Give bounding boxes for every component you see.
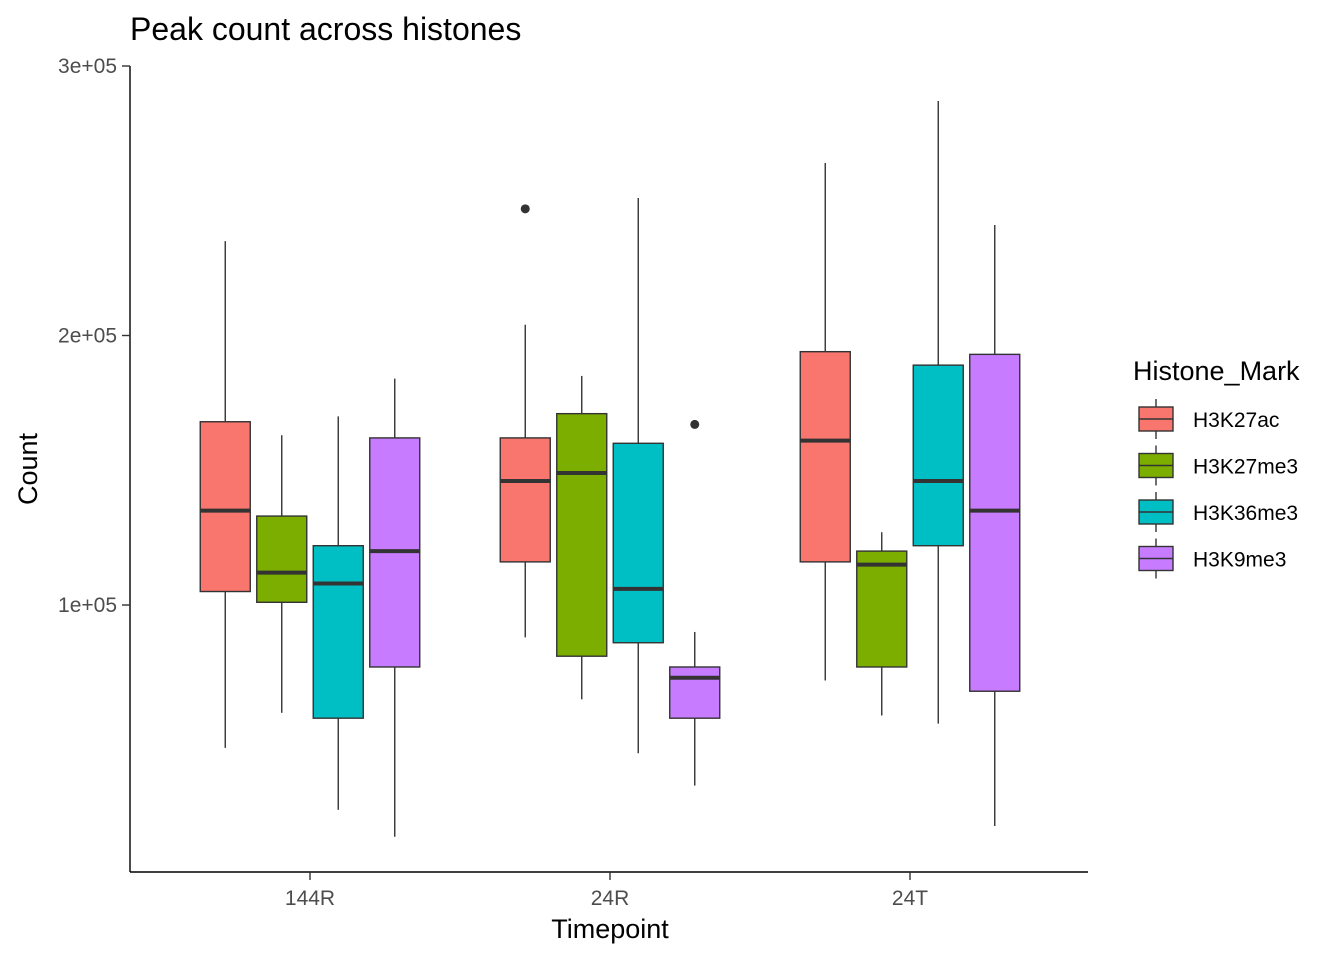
legend-item-H3K9me3: H3K9me3: [1138, 538, 1286, 579]
box-H3K36me3-24R: [612, 198, 664, 754]
plot-area: [199, 101, 1021, 837]
box-H3K9me3-144R: [369, 378, 421, 837]
iqr-box: [612, 442, 664, 644]
outlier-point: [690, 419, 700, 429]
y-axis-ticks: 1e+05 2e+05 3e+05: [58, 55, 130, 617]
x-tick-label: 24T: [892, 887, 928, 910]
box-H3K9me3-24R: [669, 419, 721, 786]
legend-label: H3K9me3: [1193, 549, 1286, 572]
x-axis-ticks: 144R 24R 24T: [285, 872, 928, 910]
legend: Histone_Mark H3K27ac H3K27me3 H3K36me3 H3K9…: [1133, 356, 1300, 579]
chart-title: Peak count across histones: [130, 11, 521, 47]
box-H3K36me3-144R: [312, 416, 364, 810]
legend-label: H3K27ac: [1193, 409, 1279, 432]
legend-item-H3K27ac: H3K27ac: [1138, 399, 1279, 439]
box-H3K27ac-24R: [499, 204, 551, 638]
iqr-box: [856, 550, 908, 668]
box-H3K27me3-144R: [256, 435, 308, 713]
iqr-box: [969, 353, 1021, 692]
box-H3K27ac-24T: [799, 163, 851, 681]
legend-label: H3K27me3: [1193, 456, 1298, 479]
iqr-box: [799, 350, 851, 563]
legend-label: H3K36me3: [1193, 502, 1298, 525]
iqr-box: [669, 666, 721, 719]
iqr-box: [256, 515, 308, 604]
legend-item-H3K27me3: H3K27me3: [1138, 445, 1298, 486]
legend-item-H3K36me3: H3K36me3: [1138, 492, 1298, 532]
y-tick-label: 1e+05: [58, 594, 117, 617]
box-H3K27me3-24T: [856, 532, 908, 716]
box-H3K27me3-24R: [556, 375, 608, 700]
x-axis-title: Timepoint: [551, 914, 669, 944]
y-axis-title: Count: [13, 432, 43, 505]
y-tick-label: 3e+05: [58, 55, 117, 78]
iqr-box: [199, 421, 251, 593]
box-H3K27ac-144R: [199, 241, 251, 748]
x-tick-label: 144R: [285, 887, 335, 910]
y-tick-label: 2e+05: [58, 325, 117, 348]
box-H3K36me3-24T: [912, 101, 964, 724]
iqr-box: [499, 437, 551, 563]
x-tick-label: 24R: [591, 887, 630, 910]
iqr-box: [912, 364, 964, 547]
iqr-box: [556, 412, 608, 657]
box-H3K9me3-24T: [969, 225, 1021, 826]
outlier-point: [520, 204, 530, 214]
iqr-box: [312, 545, 364, 719]
legend-title: Histone_Mark: [1133, 356, 1300, 386]
